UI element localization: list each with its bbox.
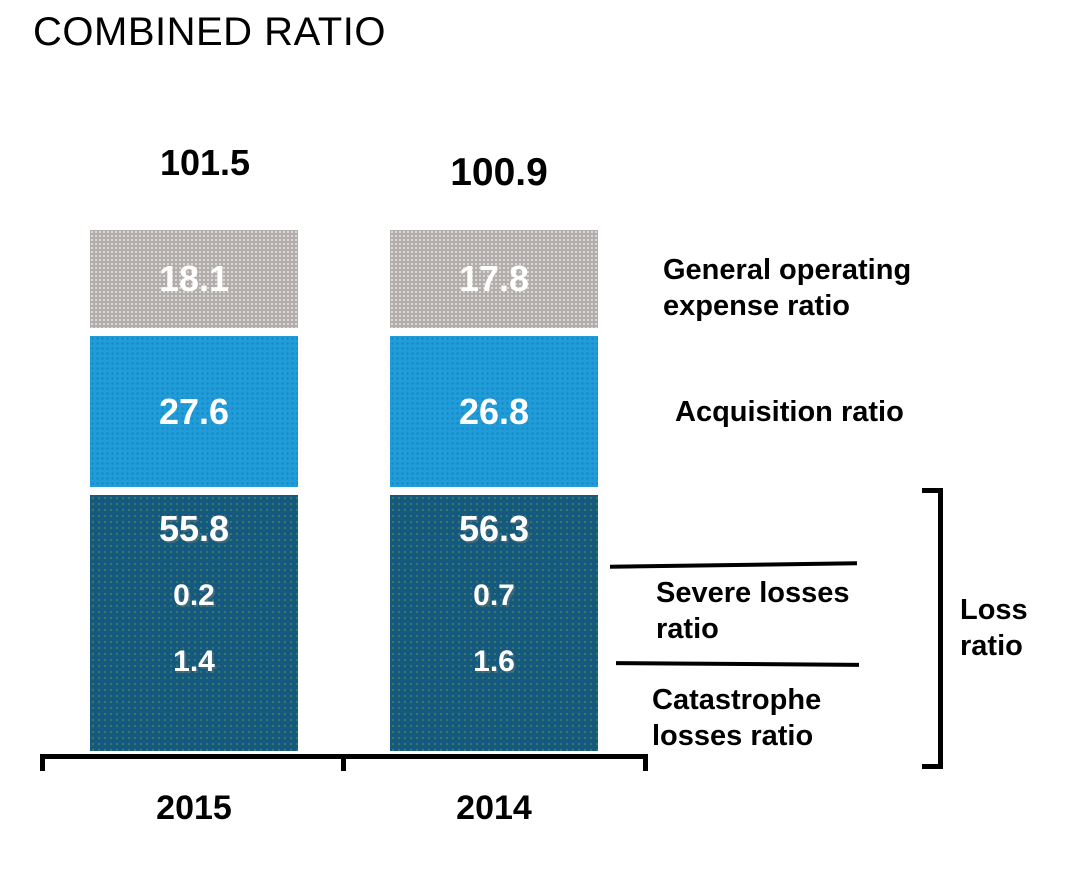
segment-loss-2014: 56.3 0.7 1.6 [390,495,598,751]
segment-value-loss: 55.8 [158,508,230,549]
segment-general-expense-2015: 18.1 [90,230,298,328]
annotation-severe-losses-ratio: Severe losses ratio [656,577,850,645]
axis-tick-left [40,754,45,771]
axis-tick-middle [341,754,346,771]
segment-value: 18.1 [158,258,230,299]
segment-value: 27.6 [158,390,230,432]
separator-line-catastrophe [615,661,860,667]
segment-value-severe: 0.2 [173,579,215,612]
annotation-catastrophe-losses-ratio: Catastrophe losses ratio [652,684,822,752]
segment-acquisition-2014: 26.8 [390,336,598,487]
separator-line-severe [609,561,858,569]
page-title: COMBINED RATIO [33,10,386,54]
segment-value: 26.8 [458,390,530,432]
segment-value-loss: 56.3 [458,508,530,549]
segment-value-catastrophe: 1.4 [173,645,215,678]
axis-tick-right [643,754,648,771]
bar-2014: 17.8 26.8 56.3 0.7 1.6 [390,0,598,760]
segment-value: 17.8 [458,258,530,299]
segment-acquisition-2015: 27.6 [90,336,298,487]
annotation-loss-ratio: Loss ratio [960,594,1028,662]
total-label-2014: 100.9 [450,151,548,194]
category-label-2014: 2014 [456,789,532,827]
segment-value-catastrophe: 1.6 [473,645,515,678]
segment-value-severe: 0.7 [473,579,515,612]
bar-2015: 18.1 27.6 55.8 0.2 1.4 [90,0,298,760]
loss-ratio-bracket-bottom-arm [922,764,943,769]
loss-ratio-bracket-top-arm [922,488,943,493]
segment-loss-2015: 55.8 0.2 1.4 [90,495,298,751]
loss-ratio-bracket [938,488,943,769]
total-label-2015: 101.5 [159,142,251,183]
annotation-acquisition-ratio: Acquisition ratio [675,396,904,428]
segment-general-expense-2014: 17.8 [390,230,598,328]
category-label-2015: 2015 [156,789,232,827]
annotation-general-operating-expense-ratio: General operating expense ratio [663,254,912,322]
